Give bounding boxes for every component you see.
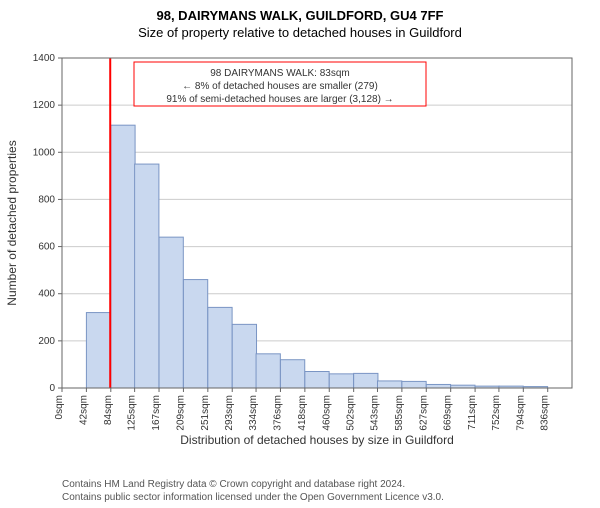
histogram-bar (208, 307, 232, 388)
histogram-bar (183, 280, 207, 388)
annotation-line: 91% of semi-detached houses are larger (… (166, 94, 393, 105)
svg-text:209sqm: 209sqm (175, 395, 186, 431)
histogram-bar (280, 360, 304, 388)
footer-attribution: Contains HM Land Registry data © Crown c… (62, 478, 444, 504)
histogram-bar (305, 372, 329, 389)
svg-text:200: 200 (38, 336, 55, 347)
svg-text:800: 800 (38, 194, 55, 205)
histogram-bar (256, 354, 280, 388)
svg-text:251sqm: 251sqm (200, 395, 211, 431)
svg-text:42sqm: 42sqm (78, 395, 89, 425)
histogram-bar (159, 237, 183, 388)
svg-text:125sqm: 125sqm (127, 395, 138, 431)
svg-text:1200: 1200 (33, 100, 56, 111)
svg-text:334sqm: 334sqm (248, 395, 259, 431)
histogram-bar (111, 125, 135, 388)
histogram-bar (329, 374, 353, 388)
svg-text:585sqm: 585sqm (394, 395, 405, 431)
svg-text:418sqm: 418sqm (297, 395, 308, 431)
svg-text:502sqm: 502sqm (346, 395, 357, 431)
x-axis-label: Distribution of detached houses by size … (180, 433, 454, 447)
svg-text:752sqm: 752sqm (491, 395, 502, 431)
svg-text:627sqm: 627sqm (418, 395, 429, 431)
histogram-bar (232, 324, 256, 388)
histogram-bar (354, 373, 378, 388)
svg-text:293sqm: 293sqm (224, 395, 235, 431)
svg-text:376sqm: 376sqm (272, 395, 283, 431)
svg-text:460sqm: 460sqm (321, 395, 332, 431)
svg-text:400: 400 (38, 289, 55, 300)
svg-text:1000: 1000 (33, 147, 56, 158)
svg-text:836sqm: 836sqm (540, 395, 551, 431)
histogram-bar (86, 313, 110, 388)
chart-title-address: 98, DAIRYMANS WALK, GUILDFORD, GU4 7FF (0, 8, 600, 23)
chart-title-subtitle: Size of property relative to detached ho… (0, 25, 600, 40)
histogram-bar (377, 381, 401, 388)
histogram-bar (135, 164, 159, 388)
svg-text:669sqm: 669sqm (443, 395, 454, 431)
histogram-bar (402, 381, 426, 388)
histogram-bar (426, 384, 450, 388)
svg-text:543sqm: 543sqm (369, 395, 380, 431)
svg-text:1400: 1400 (33, 53, 56, 64)
svg-text:711sqm: 711sqm (467, 395, 478, 430)
annotation-line: 98 DAIRYMANS WALK: 83sqm (210, 68, 350, 79)
svg-text:0: 0 (49, 383, 55, 394)
svg-text:794sqm: 794sqm (515, 395, 526, 431)
annotation-line: ← 8% of detached houses are smaller (279… (182, 81, 378, 92)
footer-line1: Contains HM Land Registry data © Crown c… (62, 478, 444, 491)
chart-container: 0 200 400 600 800 1000 1200 1400 0sqm 42sqm 84sqm 1… (0, 50, 600, 450)
footer-line2: Contains public sector information licen… (62, 491, 444, 504)
svg-text:84sqm: 84sqm (103, 395, 114, 425)
svg-text:0sqm: 0sqm (54, 395, 65, 419)
histogram-chart: 0 200 400 600 800 1000 1200 1400 0sqm 42sqm 84sqm 1… (0, 50, 600, 450)
svg-text:167sqm: 167sqm (151, 395, 162, 431)
svg-text:600: 600 (38, 242, 55, 253)
y-axis-label: Number of detached properties (5, 140, 19, 305)
